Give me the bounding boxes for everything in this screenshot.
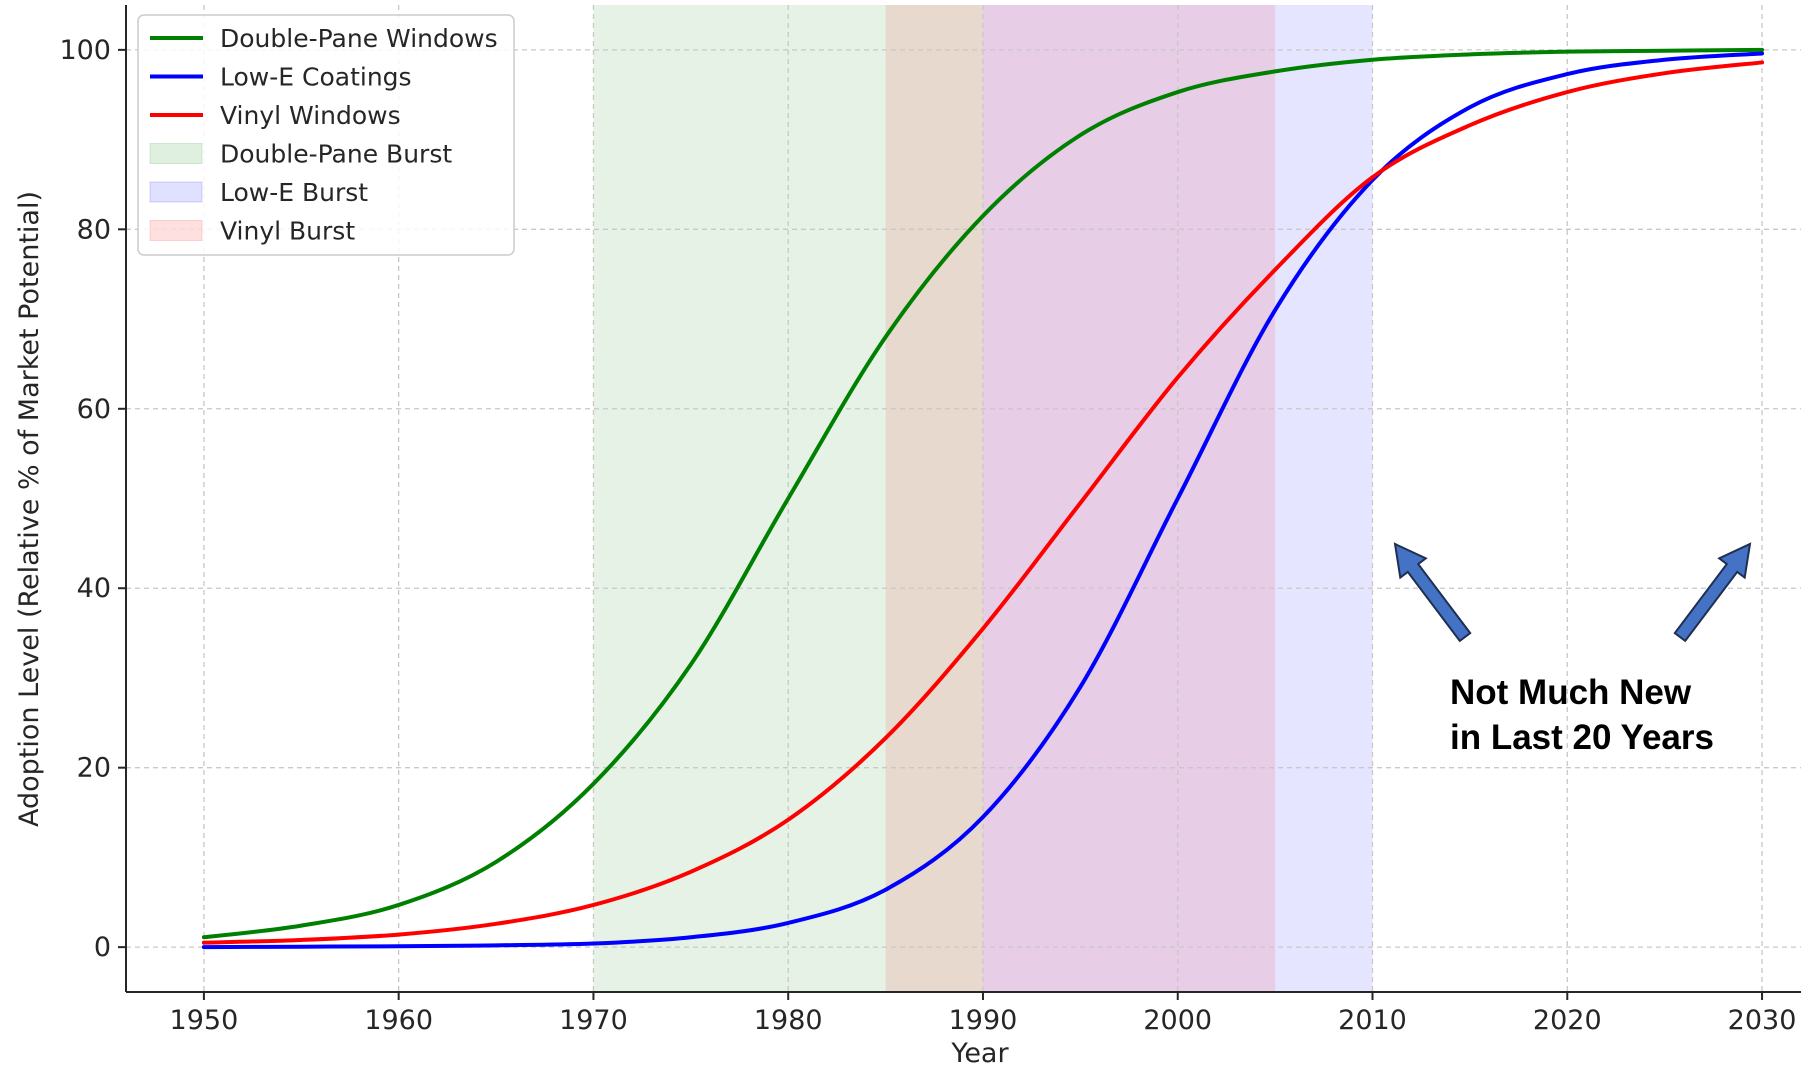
axis-ticks: 1950 1960 1970 1980 1990 2000 2010 2020 2030 0 20 4… (59, 35, 1796, 1036)
series-line-3 (201, 60, 1765, 945)
legend-swatch-5 (149, 181, 203, 203)
x-tick-label-2030: 2030 (1728, 1005, 1797, 1036)
x-tick-label-1990: 1990 (949, 1005, 1018, 1036)
legend-swatch-6 (149, 220, 203, 241)
y-tick-label-0: 0 (94, 932, 111, 963)
x-tick-label-2020: 2020 (1533, 1005, 1602, 1036)
axes (125, 5, 1801, 993)
legend-label-4: Double-Pane Burst (220, 140, 452, 169)
x-tick-label-2010: 2010 (1338, 1005, 1407, 1036)
y-tick-label-80: 80 (77, 214, 111, 245)
legend-label-3: Vinyl Windows (220, 101, 401, 130)
annotation-line-1: Not Much New (1450, 673, 1692, 712)
legend-label-6: Vinyl Burst (220, 217, 355, 246)
series-lines (201, 47, 1765, 950)
legend: Double-Pane Windows Low-E Coatings Vinyl W… (137, 14, 515, 256)
x-tick-label-1970: 1970 (559, 1005, 628, 1036)
series-line-2 (201, 51, 1765, 950)
annotation-arrow-right (1673, 542, 1752, 643)
x-axis-title: Year (950, 1038, 1009, 1068)
legend-label-5: Low-E Burst (220, 178, 368, 207)
burst-region-3 (885, 5, 1276, 992)
x-tick-label-2000: 2000 (1143, 1005, 1212, 1036)
legend-label-1: Double-Pane Windows (220, 24, 498, 53)
annotation: Not Much New in Last 20 Years (1393, 542, 1752, 757)
legend-swatch-4 (149, 143, 203, 164)
annotation-line-2: in Last 20 Years (1450, 718, 1714, 757)
series-line-1 (201, 47, 1765, 940)
legend-label-2: Low-E Coatings (220, 63, 412, 92)
x-tick-label-1980: 1980 (754, 1005, 823, 1036)
x-tick-label-1950: 1950 (170, 1005, 239, 1036)
y-tick-label-100: 100 (59, 35, 111, 66)
y-tick-label-40: 40 (77, 573, 111, 604)
y-tick-label-60: 60 (77, 394, 111, 425)
annotation-arrow-left (1393, 542, 1472, 643)
x-tick-label-1960: 1960 (364, 1005, 433, 1036)
y-tick-label-20: 20 (77, 753, 111, 784)
y-axis-title: Adoption Level (Relative % of Market Pot… (14, 191, 45, 827)
legend-frame (137, 14, 515, 256)
